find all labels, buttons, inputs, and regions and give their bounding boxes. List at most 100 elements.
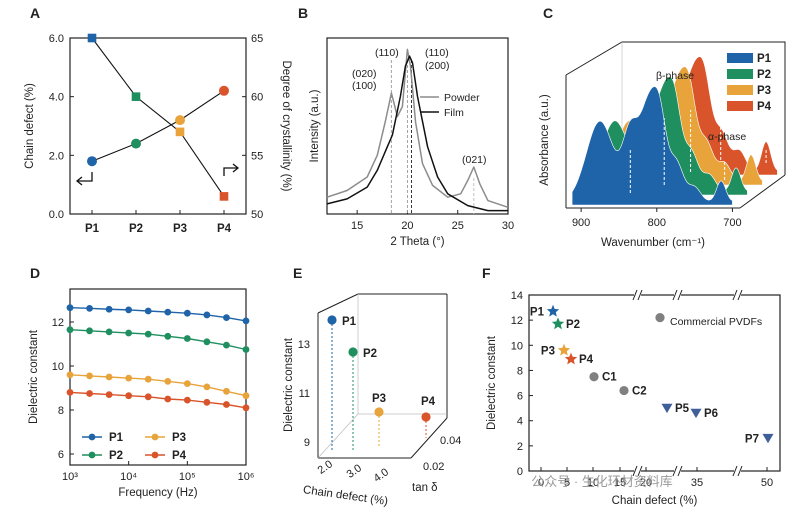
- axis-break-mark: [732, 289, 738, 301]
- data-point-P2: [105, 328, 113, 336]
- data-point-P4: [421, 412, 431, 422]
- point-label-P7: P7: [745, 433, 759, 445]
- ylabel-e: Dielectric constant: [283, 337, 295, 432]
- point-label-P3: P3: [372, 393, 386, 405]
- depth-edge: [739, 174, 786, 209]
- axes-frame-f: [528, 294, 781, 472]
- arrow-left-axis: [78, 172, 93, 182]
- data-point-P2: [66, 326, 74, 334]
- point-label-P2: P2: [566, 319, 580, 331]
- legend-marker-P1: [88, 433, 96, 441]
- point-label-P1: P1: [342, 316, 357, 328]
- xlabel-e: Chain defect (%): [302, 484, 389, 508]
- axis-break-mark: [672, 289, 678, 301]
- data-point-P3: [105, 373, 113, 381]
- legend-label-commercial: Commercial PVDFs: [670, 316, 762, 328]
- data-point-P1: [183, 309, 191, 317]
- xtick-label: 20: [401, 220, 413, 232]
- xtick-label: 700: [723, 217, 741, 229]
- data-point-P2: [125, 329, 133, 337]
- data-point-commercial: [655, 313, 665, 323]
- axis-break-mask: [674, 466, 681, 476]
- series-line-left: [91, 90, 225, 162]
- legend-swatch-P4: [727, 101, 753, 111]
- legend-label-P3: P3: [757, 85, 771, 97]
- axis-break-mark: [677, 465, 683, 477]
- ylabel-d: Dielectric constant: [28, 329, 40, 424]
- legend-label-P4: P4: [757, 101, 772, 113]
- series-curve-Powder: [326, 48, 509, 209]
- data-point-P3: [144, 375, 152, 383]
- axis-break-mark: [677, 289, 683, 301]
- zlabel-e: tan δ: [412, 482, 438, 494]
- ylabel-f: Dielectric constant: [486, 335, 498, 430]
- axes-frame-a: [69, 37, 247, 215]
- xlabel-b: 2 Theta (°): [390, 236, 444, 248]
- data-point-P2: [223, 341, 230, 349]
- xtick-label: 10⁵: [179, 471, 196, 483]
- axis-break-mark: [732, 465, 738, 477]
- box-edge: [565, 41, 786, 175]
- box-edge-e: [317, 413, 359, 459]
- point-label-P6: P6: [704, 408, 718, 420]
- series-line-P2: [69, 329, 247, 351]
- legend-marker-P4: [151, 451, 159, 459]
- data-point-P4: [223, 401, 230, 408]
- ytick-label: 11: [299, 388, 310, 400]
- data-point-P3: [223, 387, 230, 395]
- axis-break-mask: [734, 290, 741, 300]
- data-point-P2: [86, 327, 93, 335]
- data-point-P1: [87, 156, 97, 167]
- data-point-C2: [619, 385, 629, 396]
- data-point-P7: [762, 433, 774, 444]
- panel-letter-e: E: [293, 265, 302, 281]
- axis-break-mark: [637, 465, 643, 477]
- data-point-P3: [66, 371, 74, 379]
- ytick-label: 8: [58, 405, 64, 417]
- data-point-P3: [86, 372, 93, 380]
- axes-frame-b: [326, 37, 509, 215]
- ytick-label: 13: [298, 339, 310, 351]
- xtick-label: 30: [502, 220, 514, 232]
- data-point-P1: [125, 306, 133, 314]
- data-point-P2: [348, 347, 358, 357]
- xtick-label: 10³: [62, 471, 78, 483]
- point-label-P4: P4: [579, 354, 594, 366]
- axis-break-mark: [672, 465, 678, 477]
- legend-label-powder: Powder: [444, 92, 480, 104]
- legend-swatch-P2: [727, 69, 753, 79]
- point-label-C2: C2: [632, 386, 647, 398]
- panel-letter-d: D: [30, 265, 40, 281]
- data-point-P3: [183, 380, 191, 387]
- box-edge-e: [317, 293, 359, 314]
- data-point-P4: [183, 396, 191, 404]
- axes-frame-d: [69, 288, 247, 466]
- data-point-P1: [242, 317, 250, 325]
- xlabel-c: Wavenumber (cm⁻¹): [601, 237, 705, 249]
- data-point-P4: [125, 392, 133, 400]
- data-point-P4: [86, 390, 93, 397]
- ytick-label: 4.0: [49, 92, 64, 104]
- legend-swatch-P3: [727, 85, 753, 95]
- ytick-label: 2.0: [49, 150, 64, 162]
- point-label-C1: C1: [602, 372, 617, 384]
- panel-letter-b: B: [298, 5, 308, 21]
- peak-label: (110): [425, 47, 449, 59]
- data-point-P2: [242, 346, 250, 353]
- xtick-label: P4: [217, 223, 232, 235]
- ylabel-b: Intensity (a.u.): [309, 89, 321, 162]
- ytick-label: 12: [52, 317, 64, 329]
- point-label-P1: P1: [530, 306, 545, 318]
- series-line-P1: [69, 307, 247, 322]
- arrow-right-axis: [223, 167, 237, 176]
- panel-letter-a: A: [30, 5, 40, 21]
- ytick-label: 10: [511, 340, 523, 352]
- panel-letter-f: F: [482, 265, 491, 281]
- series-curve-Film: [326, 55, 508, 212]
- data-point-P3: [175, 115, 185, 126]
- ytick-label: 0: [517, 466, 523, 478]
- xtick-label: 4.0: [372, 466, 391, 485]
- ytick-label-right: 50: [251, 209, 263, 221]
- peak-label: (021): [462, 154, 487, 166]
